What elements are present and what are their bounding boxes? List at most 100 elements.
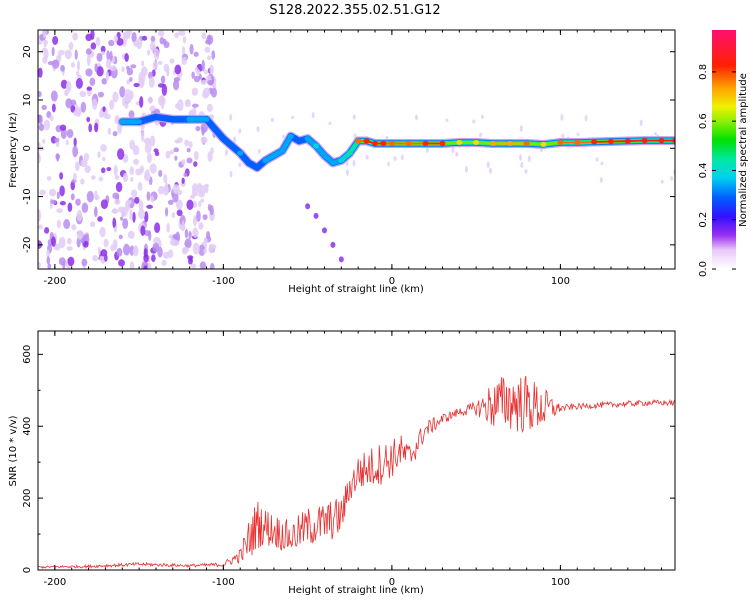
trace-point [607, 139, 614, 145]
spectrogram-x-tick-labels: -200 -100 0 100 [44, 276, 570, 287]
trace-point [346, 150, 353, 156]
noise-blob [210, 87, 218, 98]
trace-point [287, 133, 294, 139]
noise-blob [126, 67, 134, 76]
noise-blob [200, 79, 207, 86]
noise-blob [120, 216, 124, 221]
noise-blob [173, 147, 179, 153]
snr-panel: -200 -100 0 100 0 200 400 600 Height of straig… [8, 330, 676, 596]
noise-blob [159, 94, 165, 104]
noise-blob [256, 126, 260, 133]
noise-blob [191, 87, 199, 96]
noise-blob [139, 96, 144, 108]
noise-blob [81, 202, 89, 214]
colorbar-ticks [712, 71, 736, 270]
trace-point [473, 139, 480, 145]
noise-blob [472, 119, 476, 124]
noise-blob [59, 172, 64, 180]
noise-blob [56, 208, 64, 213]
trace-point [456, 139, 463, 145]
noise-blob [169, 58, 175, 64]
noise-blob [425, 146, 429, 153]
noise-blob [181, 220, 185, 231]
trace-point [119, 119, 126, 125]
x-tick-label: 100 [551, 276, 570, 287]
noise-blob [58, 49, 66, 56]
noise-blob [73, 137, 77, 148]
noise-blob [208, 243, 215, 254]
noise-blob [129, 166, 135, 175]
side-branch-point [313, 212, 319, 219]
noise-blob [66, 246, 73, 251]
noise-blob [68, 42, 74, 51]
noise-blob [83, 153, 90, 162]
trace-point [672, 138, 675, 144]
noise-blob [96, 66, 104, 77]
noise-blob [76, 60, 81, 72]
noise-blob [154, 151, 160, 157]
noise-blob [50, 90, 58, 102]
colorbar-label: Normalized spectral amplitude [738, 73, 749, 227]
noise-blob [103, 238, 109, 248]
trace-point [658, 138, 665, 144]
colorbar-gradient [712, 30, 736, 269]
noise-blob [101, 167, 106, 174]
noise-blob [464, 165, 468, 173]
noise-blob [42, 138, 46, 144]
noise-blob [479, 132, 483, 138]
noise-blob [124, 88, 132, 101]
snr-y-label: SNR (10 * v/v) [8, 415, 19, 486]
noise-blob [41, 104, 47, 111]
noise-blob [186, 157, 193, 164]
trace-point [624, 138, 631, 144]
noise-blob [58, 257, 66, 266]
noise-blob [201, 32, 207, 40]
noise-blob [109, 65, 117, 72]
noise-blob [121, 66, 125, 73]
y-tick-label: 10 [22, 94, 33, 107]
noise-blob [201, 126, 205, 136]
spectrogram-y-label: Frequency (Hz) [8, 112, 19, 188]
noise-blob [116, 37, 124, 46]
noise-blob [163, 41, 170, 49]
noise-blob [43, 39, 48, 45]
noise-blob [172, 192, 179, 203]
noise-blob [158, 185, 165, 195]
noise-blob [41, 47, 47, 53]
colorbar-tick-label: 0.0 [698, 261, 709, 277]
noise-blob [56, 153, 60, 162]
trace-point [220, 136, 227, 142]
noise-blob [229, 114, 233, 121]
noise-blob [224, 149, 228, 156]
spectrogram-x-label: Height of straight line (km) [288, 284, 424, 295]
noise-blob [149, 163, 157, 174]
noise-blob [113, 34, 118, 43]
trace-point [186, 116, 193, 122]
trace-point [228, 143, 235, 149]
noise-blob [148, 76, 155, 88]
noise-blob [116, 247, 123, 257]
noise-blob [85, 68, 93, 77]
colorbar-tick-label: 0.6 [698, 113, 709, 129]
noise-blob [74, 49, 78, 60]
noise-blob [150, 35, 156, 43]
noise-blob [595, 157, 599, 162]
noise-blob [201, 59, 205, 72]
noise-blob [184, 139, 190, 147]
noise-blob [190, 263, 197, 269]
noise-blob [91, 98, 98, 111]
noise-blob [43, 119, 51, 131]
noise-blob [188, 231, 192, 239]
noise-blob [205, 39, 211, 45]
noise-blob [65, 98, 73, 109]
noise-blob [181, 159, 186, 166]
noise-blob [209, 64, 214, 75]
noise-blob [207, 151, 213, 162]
noise-blob [196, 69, 201, 76]
noise-blob [38, 67, 43, 78]
noise-blob [112, 238, 118, 251]
noise-blob [90, 175, 96, 180]
noise-blob [188, 256, 193, 262]
noise-blob [203, 236, 208, 245]
noise-blob [387, 161, 391, 167]
